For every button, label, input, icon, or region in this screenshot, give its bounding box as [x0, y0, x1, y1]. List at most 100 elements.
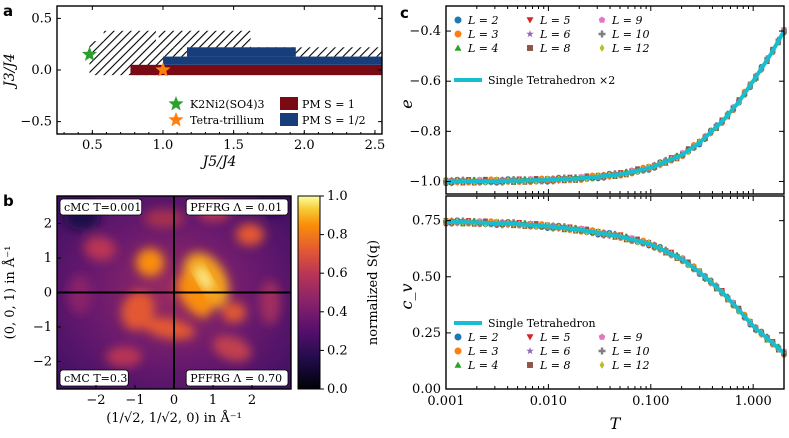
legend-label: L = 10	[611, 28, 650, 41]
x-tick-label: 0	[170, 393, 178, 408]
x-tick-label: 0.100	[632, 394, 669, 409]
x-axis-label: T	[610, 414, 622, 433]
x-tick-label: 2.0	[294, 138, 315, 153]
y-tick-label: 0.25	[412, 326, 441, 341]
legend-label: L = 3	[467, 345, 499, 358]
region-pm-s-1-2	[187, 47, 296, 57]
heat-blob	[177, 275, 211, 318]
quadrant-label: PFFRG Λ = 0.01	[190, 201, 282, 214]
y-tick-label: −0.4	[409, 24, 441, 39]
y-axis-label: J3/J4	[2, 53, 18, 90]
heat-blob	[212, 335, 252, 362]
legend-marker	[526, 334, 534, 341]
y-tick-label: 0.75	[412, 214, 441, 229]
x-tick-label: 0.001	[427, 394, 464, 409]
legend-marker	[454, 16, 462, 24]
legend-marker	[527, 362, 533, 368]
panel-label-b: b	[3, 192, 14, 210]
legend-label: L = 9	[611, 331, 643, 344]
colorbar-tick-label: 0.2	[327, 343, 348, 358]
heat-blob	[121, 290, 155, 331]
legend-label: L = 8	[539, 359, 571, 372]
heat-blob	[260, 280, 280, 325]
legend-label: L = 12	[611, 359, 650, 372]
x-tick-label: 1.000	[735, 394, 772, 409]
region-pm-s-1-2	[162, 56, 382, 65]
x-tick-label: 2.5	[365, 138, 386, 153]
y-tick-label: 0.00	[412, 382, 441, 397]
legend-label: L = 2	[467, 331, 499, 344]
x-tick-label: 1.0	[153, 138, 174, 153]
y-tick-label: 0.0	[31, 63, 52, 78]
colorbar-label: normalized S(q)	[366, 240, 381, 345]
legend-label: L = 6	[539, 28, 571, 41]
legend-label: Single Tetrahedron	[488, 317, 596, 330]
plot-frame	[445, 195, 785, 390]
x-tick-label: 1.5	[223, 138, 244, 153]
region-hatched	[158, 30, 251, 48]
legend-label: L = 9	[611, 14, 643, 27]
region-hatched	[103, 30, 156, 48]
panel-c-specific-heat: 0.001 0.010 0.100 1.000 T 0.00 0.25 0.50 0.75 c_v…	[397, 195, 787, 433]
heat-blob	[222, 302, 246, 323]
quadrant-label-box	[185, 369, 289, 387]
legend-marker	[599, 44, 605, 52]
legend-label: L = 10	[611, 345, 650, 358]
region-pm-s-1	[130, 64, 382, 76]
y-tick-label: −1	[33, 320, 52, 335]
y-axis-label: c_v	[397, 284, 416, 310]
panel-b-structure-factor: cMC T=0.001 PFFRG Λ = 0.01 cMC T=0.3 PFFRG …	[2, 189, 381, 426]
colorbar-tick-label: 1.0	[327, 189, 348, 204]
y-tick-label: −1.0	[409, 174, 441, 189]
legend-label: PM S = 1	[302, 98, 355, 111]
y-tick-label: −0.5	[20, 115, 52, 130]
y-tick-label: 0.5	[31, 11, 52, 26]
quadrant-label-box	[59, 369, 129, 387]
legend-marker	[454, 30, 462, 38]
legend-label: L = 5	[539, 331, 571, 344]
x-tick-label: 1	[209, 393, 217, 408]
quadrant-label: cMC T=0.3	[64, 372, 127, 385]
heat-blob	[84, 236, 116, 261]
legend-marker	[598, 30, 606, 38]
colorbar-tick-label: 0.0	[327, 382, 348, 397]
x-tick-label: 2	[248, 393, 256, 408]
heat-blob	[106, 346, 142, 367]
panel-c-energy: −1.0 −0.8 −0.6 −0.4 e Single Tetrahedron ×2 L …	[397, 5, 787, 195]
legend-swatch	[280, 113, 298, 126]
legend-label: L = 5	[539, 14, 571, 27]
legend-label: L = 8	[539, 42, 571, 55]
legend-marker	[454, 347, 462, 355]
y-tick-label: 2	[44, 217, 52, 232]
panel-label-c: c	[400, 4, 409, 22]
x-axis-label: J5/J4	[200, 154, 237, 170]
panel-a-phase-diagram: 0.5 1.0 1.5 2.0 2.5 −0.5 0.0 0.5 J5/J4 J3/J4 K2Ni2…	[2, 5, 386, 170]
y-tick-label: −0.6	[409, 74, 441, 89]
colorbar	[297, 195, 321, 390]
legend-marker	[168, 112, 184, 127]
y-tick-label: 0.50	[412, 270, 441, 285]
legend-label: L = 12	[611, 42, 650, 55]
heat-peak	[195, 266, 213, 291]
legend-label: L = 2	[467, 14, 499, 27]
quadrant-label-box	[59, 198, 143, 216]
legend-marker	[599, 361, 605, 369]
x-tick-label: −1	[125, 393, 144, 408]
colorbar-tick-label: 0.8	[327, 228, 348, 243]
legend-label: L = 4	[467, 42, 499, 55]
plot-frame	[445, 5, 785, 195]
legend-label: PM S = 1/2	[302, 114, 366, 127]
y-tick-label: 0	[44, 286, 52, 301]
x-tick-label: 0.010	[530, 394, 567, 409]
legend-marker	[526, 30, 534, 38]
panel-label-a: a	[3, 2, 13, 20]
colorbar-tick-label: 0.6	[327, 266, 348, 281]
legend-marker	[527, 45, 533, 51]
heat-blob	[136, 248, 164, 277]
legend-marker	[168, 96, 184, 111]
legend-label: K2Ni2(SO4)3	[190, 98, 265, 111]
x-axis-label: (1/√2, 1/√2, 0) in Å⁻¹	[106, 410, 242, 426]
legend-label: Tetra-trillium	[190, 114, 265, 127]
legend-marker	[454, 44, 462, 51]
x-tick-label: −2	[86, 393, 105, 408]
